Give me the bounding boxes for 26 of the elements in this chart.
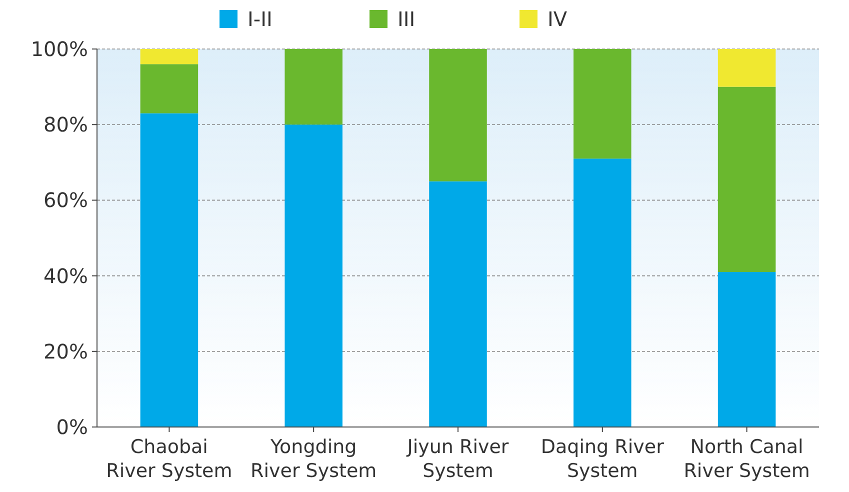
x-tick-label: Jiyun River System — [406, 436, 509, 482]
y-tick-label: 60% — [44, 188, 88, 212]
x-tick-label: North Canal River System — [684, 436, 810, 482]
bar — [429, 181, 487, 427]
bar — [574, 49, 632, 159]
bar — [574, 158, 632, 427]
y-tick-label: 80% — [44, 112, 88, 137]
y-tick-label: 20% — [44, 339, 88, 364]
bar — [284, 124, 342, 427]
x-tick-label: Chaobai River System — [106, 436, 232, 482]
y-tick-label: 0% — [56, 415, 88, 439]
legend-label: IV — [548, 7, 568, 31]
bar — [718, 49, 776, 87]
y-tick-label: 40% — [44, 264, 88, 288]
bar — [429, 49, 487, 182]
bar — [140, 113, 198, 427]
bar — [140, 64, 198, 114]
x-tick-label: Daqing River System — [540, 436, 664, 482]
legend-label: I-II — [248, 7, 272, 31]
bar — [718, 86, 776, 272]
x-tick-label: Yongding River System — [250, 436, 377, 482]
y-tick-label: 100% — [30, 37, 88, 61]
bar — [140, 49, 198, 64]
legend-label: III — [398, 7, 416, 31]
bar — [718, 272, 776, 427]
bar — [284, 49, 342, 125]
